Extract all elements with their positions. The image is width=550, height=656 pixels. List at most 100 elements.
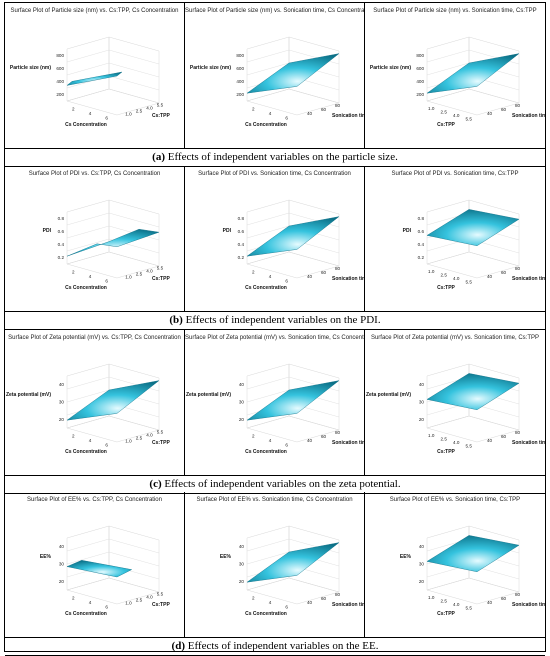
z-tick-label: 40: [419, 544, 425, 549]
y-tick-label: 60: [321, 107, 327, 112]
x-tick-label: 6: [105, 605, 108, 610]
x-tick-label: 4: [89, 111, 92, 116]
response-surface: [66, 560, 133, 578]
y-axis-title: Cs:TPP: [152, 113, 170, 119]
z-tick-label: 200: [56, 92, 64, 97]
floor-plane: [66, 415, 160, 443]
floor-plane: [246, 88, 340, 116]
gridline: [66, 238, 160, 254]
x-axis-title: Cs:TPP: [437, 285, 455, 291]
surface-plot: 0.2 0.4 0.6 0.8 2 4 6 1.0 2.54.0 5.5 PDI Cs Concent…: [43, 199, 170, 291]
y-tick-label: 80: [335, 103, 341, 108]
z-tick-label: 600: [236, 66, 244, 71]
caption-letter: (c): [149, 478, 162, 490]
figure-caption: (a) Effects of independent variables on …: [5, 148, 545, 167]
y-tick-label: 40: [487, 111, 493, 116]
z-tick-label: 0.4: [238, 242, 245, 247]
y-tick-label: 1.0: [125, 275, 132, 280]
x-tick-label: 6: [285, 116, 288, 121]
z-axis-title: Particle size (nm): [10, 65, 51, 71]
figure-row: Surface Plot of EE% vs. Cs:TPP, Cs Conce…: [5, 492, 545, 638]
x-tick-label: 1.0: [428, 433, 435, 438]
surface-plot: 20 30 40 2 4 6 1.0 2.54.0 5.5 Zeta potential (mV)…: [6, 363, 170, 455]
x-tick-label: 4.0: [453, 602, 460, 607]
gridline: [66, 551, 160, 567]
y-tick-label: 2.5: [136, 436, 143, 441]
x-tick-label: 6: [105, 116, 108, 121]
floor-plane: [246, 415, 340, 443]
surface-plot: 20 30 40 1.0 2.5 4.0 5.5 40 60 80 Zeta potential (…: [366, 363, 545, 455]
response-surface: [66, 380, 160, 421]
x-tick-label: 6: [285, 279, 288, 284]
x-tick-label: 4: [269, 274, 272, 279]
x-tick-label: 4: [269, 438, 272, 443]
z-tick-label: 20: [59, 417, 65, 422]
surface-plot: 20 30 40 2 4 6 40 60 80 Zeta potential (mV) Cs Con…: [186, 363, 364, 455]
plot-title: Surface Plot of PDI vs. Sonication time,…: [391, 171, 519, 177]
figure-caption: (d) Effects of independent variables on …: [5, 637, 545, 656]
y-tick-label: 4.0: [146, 595, 153, 600]
z-tick-label: 0.6: [58, 229, 65, 234]
surface-plot-panel: Surface Plot of PDI vs. Cs:TPP, Cs Conce…: [5, 166, 185, 312]
gridline: [66, 212, 160, 228]
floor-plane: [246, 251, 340, 279]
plot-title: Surface Plot of PDI vs. Cs:TPP, Cs Conce…: [28, 171, 161, 177]
plot-title: Surface Plot of EE% vs. Cs:TPP, Cs Conce…: [27, 497, 162, 503]
plot-title: Surface Plot of PDI vs. Sonication time,…: [198, 171, 351, 177]
surface-plot-panel: Surface Plot of Particle size (nm) vs. S…: [185, 3, 365, 149]
y-tick-label: 60: [501, 270, 507, 275]
x-tick-label: 5.5: [466, 605, 473, 610]
plot-title: Surface Plot of Particle size (nm) vs. S…: [373, 8, 537, 14]
y-tick-label: 60: [501, 107, 507, 112]
surface-plot: 200 400 600 800 1.0 2.5 4.0 5.5 40 60 80 Particle s…: [370, 36, 545, 128]
figure-row: Surface Plot of Zeta potential (mV) vs. …: [5, 330, 545, 476]
plot-title: Surface Plot of EE% vs. Sonication time,…: [389, 497, 521, 503]
z-axis-title: EE%: [220, 554, 232, 560]
x-tick-label: 2.5: [441, 436, 448, 441]
figure-caption: (b) Effects of independent variables on …: [5, 311, 545, 330]
z-tick-label: 20: [419, 417, 425, 422]
caption-letter: (b): [169, 314, 183, 326]
y-tick-label: 4.0: [146, 106, 153, 111]
floor-plane: [66, 88, 160, 116]
surface-plot-panel: Surface Plot of Particle size (nm) vs. S…: [365, 3, 545, 149]
x-tick-label: 2: [252, 106, 255, 111]
y-axis-title: Sonication time: [332, 602, 365, 608]
x-tick-label: 5.5: [466, 116, 473, 121]
x-tick-label: 4: [269, 111, 272, 116]
surface-plot-panel: Surface Plot of Zeta potential (mV) vs. …: [365, 330, 545, 476]
plot-title: Surface Plot of Particle size (nm) vs. C…: [10, 8, 179, 14]
y-tick-label: 80: [515, 592, 521, 597]
response-surface: [426, 53, 520, 94]
floor-plane: [66, 577, 160, 605]
surface-plot: 20 30 40 2 4 6 40 60 80 EE% Cs Concentration Sonica…: [220, 525, 365, 617]
y-tick-label: 40: [307, 438, 313, 443]
caption-text: Effects of independent variables on the …: [185, 640, 379, 652]
z-tick-label: 20: [239, 417, 245, 422]
z-tick-label: 30: [239, 562, 245, 567]
y-tick-label: 1.0: [125, 112, 132, 117]
y-tick-label: 40: [307, 274, 313, 279]
y-axis-title: Sonication time: [512, 440, 545, 446]
surface-plot-panel: Surface Plot of Particle size (nm) vs. C…: [5, 3, 185, 149]
surface-plot: 0.2 0.4 0.6 0.8 1.0 2.5 4.0 5.5 40 60 80 PDI Cs:TPP S…: [403, 199, 545, 291]
plot-title: Surface Plot of Zeta potential (mV) vs. …: [8, 335, 181, 341]
z-axis-title: Zeta potential (mV): [186, 392, 231, 398]
z-tick-label: 0.6: [238, 229, 245, 234]
response-surface: [246, 380, 340, 421]
plot-title: Surface Plot of Particle size (nm) vs. S…: [185, 8, 365, 14]
figure-caption: (c) Effects of independent variables on …: [5, 475, 545, 494]
y-axis-title: Sonication time: [512, 276, 545, 282]
z-axis-title: EE%: [40, 554, 52, 560]
y-axis-title: Cs:TPP: [152, 602, 170, 608]
z-tick-label: 0.8: [58, 216, 65, 221]
x-tick-label: 1.0: [428, 269, 435, 274]
z-tick-label: 30: [59, 562, 65, 567]
z-tick-label: 800: [236, 53, 244, 58]
x-tick-label: 1.0: [428, 106, 435, 111]
z-tick-label: 40: [419, 382, 425, 387]
response-surface: [246, 216, 340, 257]
y-tick-label: 60: [321, 270, 327, 275]
z-tick-label: 30: [419, 400, 425, 405]
z-tick-label: 200: [416, 92, 424, 97]
